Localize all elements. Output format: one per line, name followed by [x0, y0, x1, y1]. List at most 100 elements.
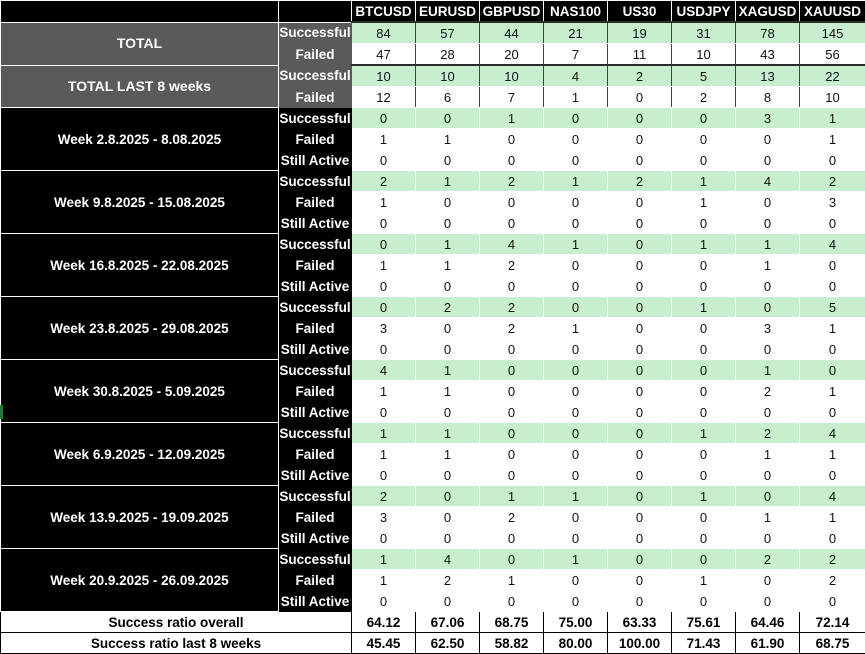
value-cell[interactable]: 0	[672, 402, 736, 423]
value-cell[interactable]: 0	[352, 276, 416, 297]
value-cell[interactable]: 0	[544, 213, 608, 234]
symbol-header[interactable]: NAS100	[544, 1, 608, 23]
value-cell[interactable]: 5	[800, 297, 865, 318]
value-cell[interactable]: 0	[416, 507, 480, 528]
row-type-failed[interactable]: Failed	[279, 570, 352, 591]
value-cell[interactable]: 0	[672, 360, 736, 381]
value-cell[interactable]: 0	[352, 234, 416, 255]
value-cell[interactable]: 0	[480, 528, 544, 549]
value-cell[interactable]: 0	[608, 402, 672, 423]
value-cell[interactable]: 0	[416, 591, 480, 612]
value-cell[interactable]: 0	[800, 276, 865, 297]
value-cell[interactable]: 1	[672, 234, 736, 255]
value-cell[interactable]: 47	[352, 44, 416, 66]
week-label[interactable]: Week 6.9.2025 - 12.09.2025	[1, 423, 279, 486]
value-cell[interactable]: 1	[416, 234, 480, 255]
success-ratio-overall-label[interactable]: Success ratio overall	[1, 612, 352, 633]
row-type-successful[interactable]: Successful	[279, 65, 352, 87]
value-cell[interactable]: 0	[608, 150, 672, 171]
value-cell[interactable]: 13	[736, 65, 800, 87]
value-cell[interactable]: 2	[352, 486, 416, 507]
value-cell[interactable]: 84	[352, 22, 416, 44]
value-cell[interactable]: 0	[480, 381, 544, 402]
value-cell[interactable]: 3	[800, 192, 865, 213]
value-cell[interactable]: 0	[800, 150, 865, 171]
value-cell[interactable]: 0	[672, 213, 736, 234]
value-cell[interactable]: 0	[608, 297, 672, 318]
value-cell[interactable]: 1	[544, 486, 608, 507]
value-cell[interactable]: 0	[608, 381, 672, 402]
value-cell[interactable]: 0	[544, 129, 608, 150]
value-cell[interactable]: 0	[608, 549, 672, 570]
value-cell[interactable]: 1	[416, 129, 480, 150]
value-cell[interactable]: 0	[416, 318, 480, 339]
value-cell[interactable]: 0	[672, 255, 736, 276]
value-cell[interactable]: 0	[608, 318, 672, 339]
value-cell[interactable]: 2	[480, 318, 544, 339]
value-cell[interactable]: 2	[800, 570, 865, 591]
value-cell[interactable]: 0	[416, 276, 480, 297]
success-ratio-last8-value[interactable]: 62.50	[416, 633, 480, 654]
value-cell[interactable]: 2	[480, 171, 544, 192]
week-label[interactable]: Week 23.8.2025 - 29.08.2025	[1, 297, 279, 360]
value-cell[interactable]: 1	[416, 381, 480, 402]
success-ratio-overall-value[interactable]: 64.46	[736, 612, 800, 633]
success-ratio-overall-value[interactable]: 68.75	[480, 612, 544, 633]
success-ratio-last8-value[interactable]: 61.90	[736, 633, 800, 654]
value-cell[interactable]: 4	[736, 171, 800, 192]
value-cell[interactable]: 1	[352, 381, 416, 402]
value-cell[interactable]: 1	[352, 549, 416, 570]
value-cell[interactable]: 12	[352, 87, 416, 108]
value-cell[interactable]: 0	[352, 108, 416, 129]
value-cell[interactable]: 0	[480, 213, 544, 234]
header-blank-cell[interactable]	[279, 1, 352, 23]
value-cell[interactable]: 1	[800, 318, 865, 339]
value-cell[interactable]: 0	[544, 255, 608, 276]
row-type-failed[interactable]: Failed	[279, 192, 352, 213]
value-cell[interactable]: 0	[544, 108, 608, 129]
value-cell[interactable]: 0	[736, 465, 800, 486]
value-cell[interactable]: 7	[544, 44, 608, 66]
value-cell[interactable]: 0	[352, 297, 416, 318]
success-ratio-last8-value[interactable]: 71.43	[672, 633, 736, 654]
row-type-successful[interactable]: Successful	[279, 360, 352, 381]
value-cell[interactable]: 1	[416, 423, 480, 444]
value-cell[interactable]: 0	[416, 402, 480, 423]
value-cell[interactable]: 0	[736, 276, 800, 297]
value-cell[interactable]: 3	[736, 318, 800, 339]
value-cell[interactable]: 1	[352, 129, 416, 150]
value-cell[interactable]: 0	[416, 192, 480, 213]
value-cell[interactable]: 0	[672, 591, 736, 612]
value-cell[interactable]: 0	[736, 213, 800, 234]
value-cell[interactable]: 44	[480, 22, 544, 44]
value-cell[interactable]: 0	[608, 486, 672, 507]
value-cell[interactable]: 56	[800, 44, 865, 66]
value-cell[interactable]: 1	[736, 444, 800, 465]
value-cell[interactable]: 0	[608, 339, 672, 360]
value-cell[interactable]: 0	[352, 528, 416, 549]
value-cell[interactable]: 8	[736, 87, 800, 108]
value-cell[interactable]: 0	[544, 444, 608, 465]
value-cell[interactable]: 0	[416, 486, 480, 507]
value-cell[interactable]: 1	[544, 234, 608, 255]
value-cell[interactable]: 1	[480, 108, 544, 129]
symbol-header[interactable]: USDJPY	[672, 1, 736, 23]
row-type-failed[interactable]: Failed	[279, 507, 352, 528]
value-cell[interactable]: 0	[608, 507, 672, 528]
success-ratio-last8-value[interactable]: 80.00	[544, 633, 608, 654]
value-cell[interactable]: 1	[672, 297, 736, 318]
success-ratio-last8-value[interactable]: 68.75	[800, 633, 865, 654]
row-type-still-active[interactable]: Still Active	[279, 213, 352, 234]
success-ratio-overall-value[interactable]: 75.61	[672, 612, 736, 633]
value-cell[interactable]: 0	[608, 591, 672, 612]
value-cell[interactable]: 0	[672, 465, 736, 486]
symbol-header[interactable]: XAUUSD	[800, 1, 865, 23]
row-type-successful[interactable]: Successful	[279, 423, 352, 444]
value-cell[interactable]: 0	[480, 276, 544, 297]
row-type-failed[interactable]: Failed	[279, 44, 352, 66]
success-ratio-last8-value[interactable]: 58.82	[480, 633, 544, 654]
header-blank-cell[interactable]	[1, 1, 279, 23]
value-cell[interactable]: 2	[416, 570, 480, 591]
value-cell[interactable]: 0	[352, 150, 416, 171]
value-cell[interactable]: 0	[608, 528, 672, 549]
